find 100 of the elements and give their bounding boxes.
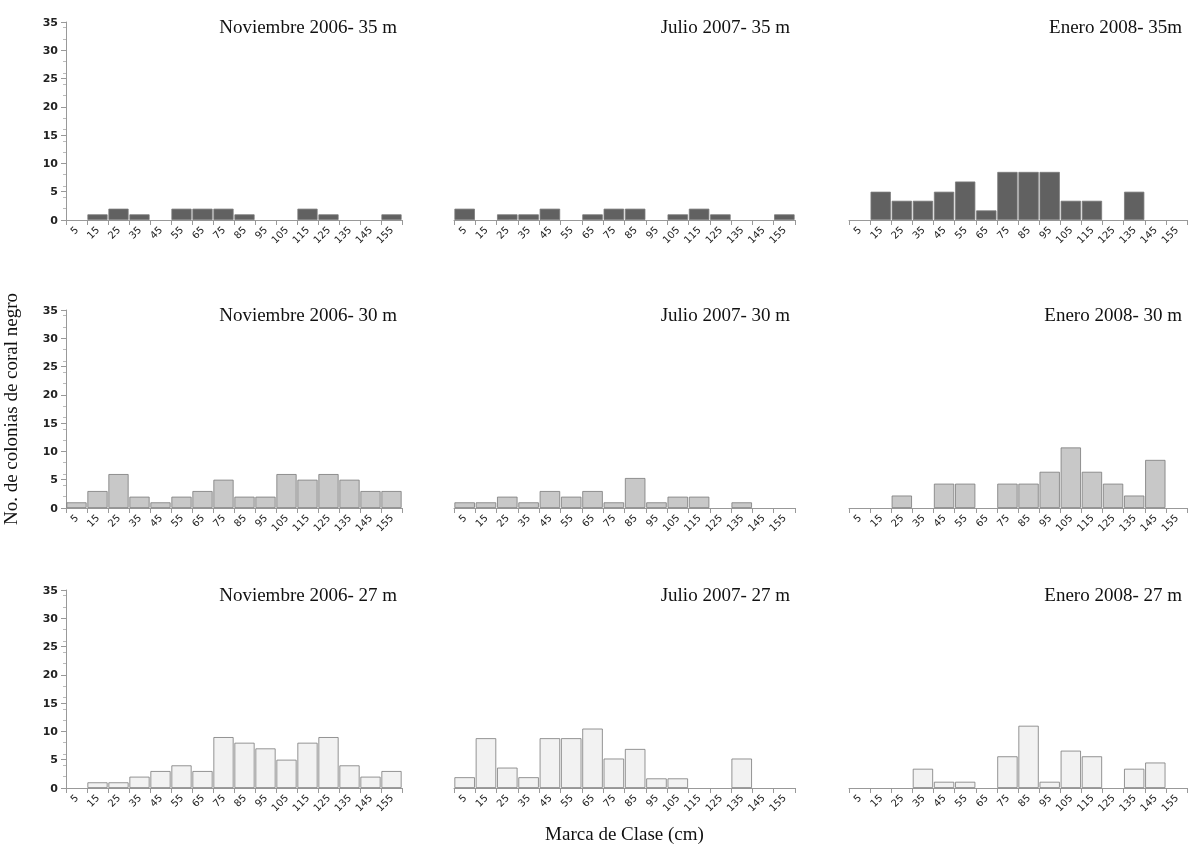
x-tick-label: 95 [1036,224,1054,241]
x-tick-label: 75 [210,224,228,241]
y-tick-label: 0 [50,213,59,227]
x-tick-label: 85 [1015,792,1033,809]
x-tick-label: 25 [105,224,123,241]
y-tick-label: 10 [42,444,59,458]
x-tick-label: 115 [290,224,312,246]
x-tick-label: 45 [537,512,554,529]
x-tick-label: 115 [1074,792,1096,814]
x-tick-label: 15 [867,792,885,809]
y-tick-label: 15 [42,696,58,710]
x-tick-label: 145 [353,512,375,534]
x-tick-label: 35 [910,512,927,529]
y-axis-title: No. de colonias de coral negro [0,292,21,526]
x-tick-label: 35 [515,512,533,529]
x-tick-label: 95 [252,512,270,529]
x-tick-label: 135 [332,224,354,246]
x-tick-label: 25 [105,792,123,809]
x-tick-label: 125 [703,512,725,534]
x-tick-label: 55 [558,792,576,809]
x-tick-label: 75 [600,512,618,529]
x-tick-label: 35 [126,512,144,529]
y-tick-label: 25 [42,360,58,374]
y-tick-label: 30 [42,611,59,625]
x-tick-label: 25 [888,224,906,241]
x-tick-label: 155 [766,224,789,246]
x-tick-label: 15 [867,224,885,241]
x-tick-label: 115 [290,792,312,814]
x-tick-label: 65 [189,224,207,241]
x-tick-label: 135 [1116,224,1139,246]
x-tick-label: 155 [374,792,396,814]
x-tick-label: 135 [332,792,354,814]
x-tick-label: 85 [231,512,249,529]
x-tick-label: 75 [994,792,1012,809]
x-tick-label: 145 [1137,224,1160,246]
x-tick-label: 45 [931,512,948,529]
chart-title: Noviembre 2006- 27 m [219,584,398,605]
x-tick-label: 105 [1053,512,1075,534]
x-tick-label: 105 [660,792,682,814]
x-tick-label: 125 [311,512,333,534]
y-tick-label: 15 [42,128,58,142]
chart-title: Noviembre 2006- 30 m [219,304,398,325]
x-tick-label: 75 [600,792,618,809]
x-tick-label: 145 [745,224,767,246]
x-tick-label: 5 [851,792,864,805]
x-tick-label: 145 [353,224,375,246]
x-tick-label: 115 [681,792,703,814]
x-tick-label: 15 [84,792,102,809]
x-tick-label: 125 [1095,792,1117,814]
x-tick-label: 85 [622,792,640,809]
x-tick-label: 85 [231,792,249,809]
x-tick-label: 115 [681,512,703,534]
x-tick-label: 25 [888,512,906,529]
x-tick-label: 5 [851,512,864,525]
x-tick-label: 85 [1015,224,1033,241]
x-tick-label: 145 [745,792,767,814]
x-tick-label: 155 [1159,792,1181,814]
y-tick-label: 35 [42,303,58,317]
x-tick-label: 45 [931,792,948,809]
x-tick-label: 115 [1074,512,1096,534]
x-tick-label: 115 [681,224,703,246]
x-tick-label: 35 [126,792,144,809]
y-tick-label: 5 [50,473,58,487]
bar [891,495,912,508]
y-tick-label: 30 [42,331,59,345]
x-tick-label: 135 [1116,512,1139,534]
x-tick-label: 15 [473,224,490,241]
x-tick-label: 145 [1137,512,1160,534]
x-tick-label: 75 [210,512,228,529]
y-tick-label: 20 [42,100,59,114]
x-tick-label: 125 [703,224,725,246]
x-tick-label: 45 [147,224,165,241]
x-tick-label: 105 [1053,224,1075,246]
y-tick-label: 10 [42,156,59,170]
x-tick-label: 45 [537,224,554,241]
x-tick-label: 105 [660,512,682,534]
x-tick-label: 15 [84,224,102,241]
bar [1124,191,1145,220]
x-tick-label: 5 [456,792,469,805]
x-tick-label: 155 [766,792,789,814]
x-tick-label: 155 [766,512,789,534]
x-tick-label: 125 [703,792,725,814]
x-tick-label: 45 [147,512,165,529]
x-tick-label: 45 [537,792,554,809]
x-tick-label: 125 [1095,224,1117,246]
x-tick-label: 65 [579,512,597,529]
x-tick-label: 55 [558,224,576,241]
x-tick-label: 55 [952,792,970,809]
x-tick-label: 5 [456,224,469,237]
x-tick-label: 25 [494,224,512,241]
x-tick-label: 135 [332,512,354,534]
x-tick-label: 145 [353,792,375,814]
x-tick-label: 95 [1036,512,1054,529]
y-tick-label: 0 [50,781,59,795]
x-tick-label: 55 [952,512,970,529]
x-tick-label: 15 [473,792,490,809]
x-axis-title: Marca de Clase (cm) [545,823,704,845]
x-tick-label: 55 [558,512,576,529]
x-tick-label: 105 [269,224,291,246]
bar [731,502,752,508]
